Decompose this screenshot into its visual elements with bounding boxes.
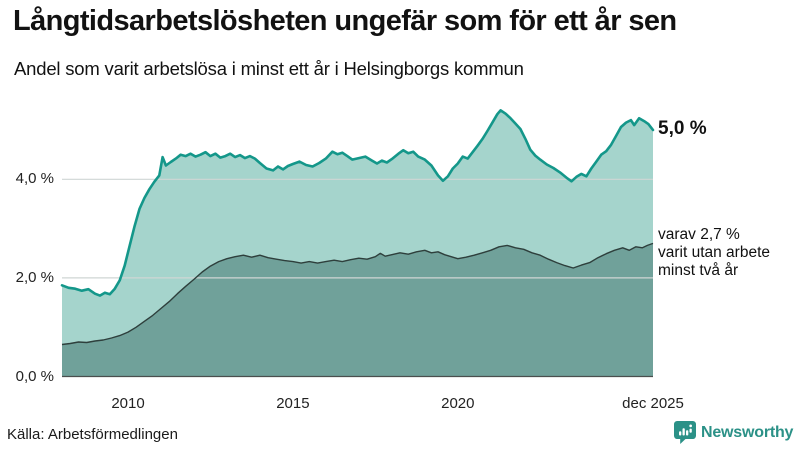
y-tick-label: 2,0 % bbox=[15, 268, 54, 286]
x-tick-label: dec 2025 bbox=[622, 395, 684, 412]
x-tick-label: 2020 bbox=[441, 395, 475, 412]
gridlines bbox=[62, 178, 653, 279]
newsworthy-logo[interactable]: Newsworthy bbox=[674, 421, 793, 444]
chart-subtitle: Andel som varit arbetslösa i minst ett å… bbox=[14, 58, 524, 79]
source-note: Källa: Arbetsförmedlingen bbox=[7, 426, 178, 443]
y-tick-label: 0,0 % bbox=[15, 367, 54, 385]
line-min-one-year bbox=[60, 109, 655, 297]
x-tick-label: 2010 bbox=[111, 395, 145, 412]
line-min-two-years bbox=[61, 242, 654, 346]
y-tick-label: 4,0 % bbox=[15, 170, 54, 188]
latest-value-label: 5,0 % bbox=[658, 118, 707, 139]
two-year-annotation: varav 2,7 % varit utan arbete minst två … bbox=[658, 226, 771, 280]
chart-title: Långtidsarbetslösheten ungefär som för e… bbox=[13, 5, 677, 37]
newsworthy-logo-icon bbox=[674, 421, 696, 444]
x-tick-label: 2015 bbox=[276, 395, 310, 412]
newsworthy-logo-text: Newsworthy bbox=[701, 423, 794, 441]
area-min-two-years bbox=[62, 243, 653, 377]
